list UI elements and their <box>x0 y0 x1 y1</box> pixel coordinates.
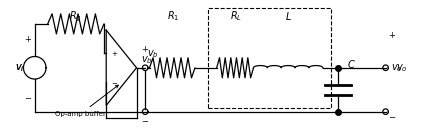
Text: $+$: $+$ <box>141 44 149 54</box>
Text: $-$: $-$ <box>24 92 32 101</box>
Text: $v_b$: $v_b$ <box>141 54 153 66</box>
Text: $-$: $-$ <box>110 79 118 85</box>
Text: $v_b$: $v_b$ <box>147 48 159 60</box>
Text: $+$: $+$ <box>388 30 396 40</box>
Text: $v_i$: $v_i$ <box>15 62 24 74</box>
Text: $R_1$: $R_1$ <box>167 9 179 23</box>
Text: $-$: $-$ <box>388 111 396 120</box>
Text: $R_g$: $R_g$ <box>69 9 82 24</box>
Text: $+$: $+$ <box>24 34 32 44</box>
Text: $v_i$: $v_i$ <box>15 62 24 74</box>
Text: $v_o$: $v_o$ <box>391 62 402 74</box>
Text: $-$: $-$ <box>141 115 149 124</box>
Bar <box>208 8 332 108</box>
Text: $R_L$: $R_L$ <box>230 9 242 23</box>
Text: $C$: $C$ <box>347 58 355 70</box>
Text: $v_o$: $v_o$ <box>396 62 408 74</box>
Text: $+$: $+$ <box>110 49 118 58</box>
Text: $L$: $L$ <box>285 10 292 22</box>
Text: Op-amp buffer: Op-amp buffer <box>55 85 118 117</box>
